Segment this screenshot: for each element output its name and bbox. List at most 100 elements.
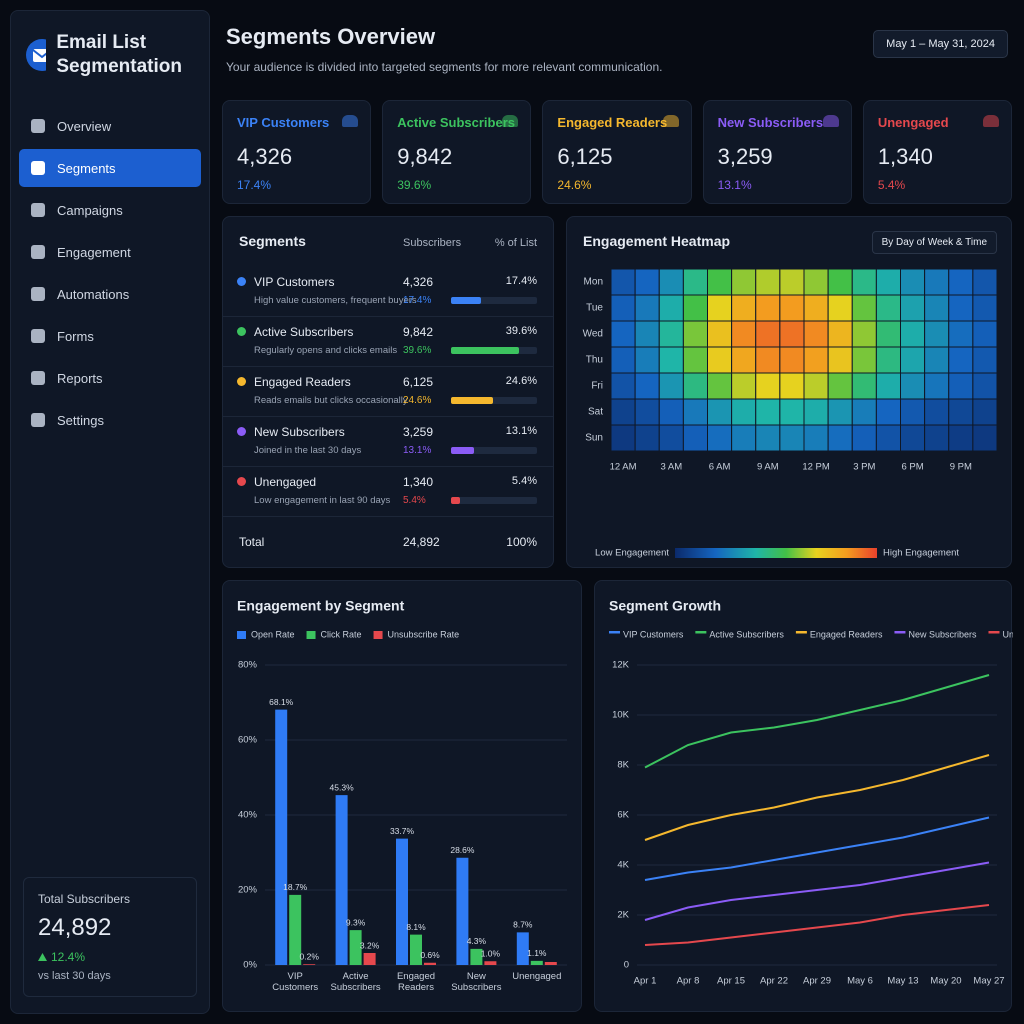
value-label: 4.3%	[467, 936, 487, 946]
bar	[484, 961, 497, 965]
y-tick-label: 60%	[238, 735, 258, 746]
heat-cell	[924, 398, 950, 426]
bar-track	[451, 347, 537, 354]
x-tick-label: Apr 22	[760, 976, 788, 987]
table-row[interactable]: New Subscribers Joined in the last 30 day…	[223, 417, 553, 467]
day-label: Thu	[586, 355, 603, 366]
nav-label: Automations	[57, 286, 130, 302]
series-line	[644, 674, 990, 769]
nav-item[interactable]: Automations	[19, 275, 201, 313]
heat-cell	[707, 268, 733, 296]
heat-cell	[948, 372, 974, 400]
bar	[303, 964, 316, 965]
heat-cell	[827, 424, 853, 452]
heat-cell	[779, 268, 805, 296]
heat-cell	[755, 372, 781, 400]
heat-cell	[682, 372, 708, 400]
table-row[interactable]: Engaged Readers Reads emails but clicks o…	[223, 367, 553, 417]
heat-cell	[658, 372, 684, 400]
heat-cell	[755, 294, 781, 322]
segment-description: High value customers, frequent buyers	[254, 295, 417, 306]
table-row[interactable]: Active Subscribers Regularly opens and cl…	[223, 317, 553, 367]
y-tick-label: 4K	[617, 860, 629, 871]
percent-bar	[451, 297, 481, 304]
nav-item[interactable]: Forms	[19, 317, 201, 355]
value-label: 33.7%	[390, 826, 415, 836]
bar	[363, 953, 376, 965]
heat-cell	[731, 268, 757, 296]
heat-cell	[900, 372, 926, 400]
segment-dot	[237, 377, 246, 386]
series-line	[644, 816, 990, 881]
heatmap-view-select[interactable]: By Day of Week & Time	[871, 231, 997, 254]
heat-cell	[924, 294, 950, 322]
segment-dot	[237, 327, 246, 336]
heat-cell	[972, 346, 998, 374]
card-share: 24.6%	[557, 178, 592, 192]
nav-item[interactable]: Overview	[19, 107, 201, 145]
table-row[interactable]: Unengaged Low engagement in last 90 days 1…	[223, 467, 553, 517]
series-line	[644, 904, 990, 946]
value-label: 1.1%	[527, 948, 547, 958]
legend-label: Engaged Readers	[810, 629, 883, 639]
nav-item[interactable]: Campaigns	[19, 191, 201, 229]
y-tick-label: 12K	[612, 660, 630, 671]
page-subtitle: Your audience is divided into targeted s…	[226, 60, 663, 74]
hour-label: 12 PM	[802, 462, 830, 473]
heat-cell	[731, 424, 757, 452]
nav-item[interactable]: Settings	[19, 401, 201, 439]
heat-cell	[924, 372, 950, 400]
nav-item[interactable]: Reports	[19, 359, 201, 397]
segment-card[interactable]: Unengaged 1,340 5.4%	[862, 100, 1013, 204]
nav-item[interactable]: Segments	[19, 149, 201, 187]
summary-label: Total Subscribers	[38, 892, 131, 906]
x-tick-label: VIP Customers	[272, 971, 319, 993]
bar	[289, 894, 302, 965]
page-title: Segments Overview	[226, 24, 436, 49]
segment-card[interactable]: Active Subscribers 9,842 39.6%	[382, 100, 532, 204]
heat-cell	[610, 268, 636, 296]
date-picker[interactable]: May 1 – May 31, 2024	[873, 30, 1008, 58]
heat-cell	[948, 424, 974, 452]
heat-cell	[924, 424, 950, 452]
table-row[interactable]: VIP Customers High value customers, frequ…	[223, 267, 553, 317]
segments-table: Segments Subscribers % of List VIP Custo…	[222, 216, 554, 568]
heat-cell	[610, 372, 636, 400]
heat-cell	[827, 320, 853, 348]
heat-cell	[779, 372, 805, 400]
segment-subscribers: 9,842	[403, 325, 434, 339]
segment-card[interactable]: Engaged Readers 6,125 24.6%	[542, 100, 692, 204]
bar	[275, 709, 288, 965]
nav: Overview Segments Campaigns Engagement Autom…	[11, 107, 209, 439]
bar-chart: Engagement by Segment Open Rate Click Rate…	[237, 598, 567, 971]
y-tick-label: 8K	[617, 760, 629, 771]
heat-cell	[682, 424, 708, 452]
bar	[544, 962, 557, 965]
segment-description: Low engagement in last 90 days	[254, 495, 391, 506]
hour-label: 12 AM	[610, 462, 637, 473]
y-tick-label: 0%	[243, 960, 257, 971]
heat-cell	[634, 268, 660, 296]
total-label: Total	[239, 535, 265, 549]
legend-label: Click Rate	[321, 629, 362, 639]
segment-card[interactable]: New Subscribers 3,259 13.1%	[702, 100, 852, 204]
heat-cell	[948, 320, 974, 348]
card-icon	[662, 115, 679, 127]
segment-card[interactable]: VIP Customers 4,326 17.4%	[222, 100, 372, 204]
card-value: 3,259	[717, 144, 773, 169]
day-label: Tue	[586, 303, 603, 314]
value-label: 8.7%	[513, 920, 533, 930]
legend-swatch	[306, 631, 316, 639]
heat-cell	[707, 398, 733, 426]
heat-cell	[731, 320, 757, 348]
heat-cell	[634, 372, 660, 400]
card-name: Engaged Readers	[557, 115, 668, 130]
segment-percent: 17.4%	[403, 295, 432, 306]
card-share: 17.4%	[237, 178, 272, 192]
value-label: 3.2%	[360, 940, 380, 950]
heat-cell	[803, 320, 829, 348]
card-icon	[342, 115, 359, 127]
nav-item[interactable]: Engagement	[19, 233, 201, 271]
total-percent: 100%	[506, 535, 537, 549]
heat-cell	[875, 346, 901, 374]
